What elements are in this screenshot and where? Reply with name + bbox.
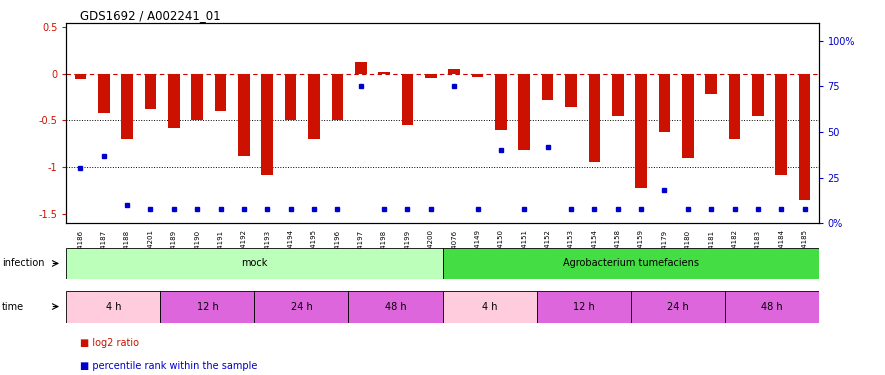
Bar bbox=[725, 291, 819, 322]
Text: 48 h: 48 h bbox=[761, 302, 782, 312]
Bar bbox=[74, 74, 86, 80]
Text: GDS1692 / A002241_01: GDS1692 / A002241_01 bbox=[80, 9, 220, 22]
Bar bbox=[191, 74, 203, 120]
Bar bbox=[98, 74, 110, 113]
Bar bbox=[542, 74, 553, 100]
Bar bbox=[799, 74, 811, 200]
Bar bbox=[66, 291, 160, 322]
Bar bbox=[66, 248, 442, 279]
Text: 24 h: 24 h bbox=[290, 302, 312, 312]
Text: infection: infection bbox=[2, 258, 44, 268]
Bar bbox=[255, 291, 349, 322]
Bar bbox=[332, 74, 343, 120]
Text: Agrobacterium tumefaciens: Agrobacterium tumefaciens bbox=[563, 258, 698, 268]
Text: 48 h: 48 h bbox=[385, 302, 406, 312]
Bar bbox=[566, 74, 577, 107]
Bar bbox=[378, 72, 390, 74]
Bar bbox=[121, 74, 133, 139]
Bar bbox=[449, 69, 460, 74]
Bar bbox=[160, 291, 255, 322]
Bar bbox=[308, 74, 319, 139]
Bar bbox=[355, 62, 366, 74]
Bar bbox=[630, 291, 725, 322]
Bar bbox=[238, 74, 250, 156]
Text: 4 h: 4 h bbox=[105, 302, 121, 312]
Bar bbox=[144, 74, 157, 109]
Bar bbox=[612, 74, 624, 116]
Bar bbox=[519, 74, 530, 150]
Bar bbox=[752, 74, 764, 116]
Bar bbox=[168, 74, 180, 128]
Text: 24 h: 24 h bbox=[666, 302, 689, 312]
Text: ■ percentile rank within the sample: ■ percentile rank within the sample bbox=[80, 361, 257, 370]
Bar bbox=[682, 74, 694, 158]
Text: time: time bbox=[2, 302, 24, 312]
Text: 4 h: 4 h bbox=[481, 302, 497, 312]
Bar bbox=[775, 74, 787, 175]
Bar bbox=[589, 74, 600, 162]
Bar bbox=[705, 74, 717, 94]
Text: 12 h: 12 h bbox=[573, 302, 595, 312]
Text: ■ log2 ratio: ■ log2 ratio bbox=[80, 338, 139, 348]
Bar bbox=[536, 291, 630, 322]
Bar bbox=[261, 74, 273, 175]
Bar bbox=[215, 74, 227, 111]
Bar bbox=[495, 74, 507, 130]
Bar bbox=[658, 74, 670, 132]
Bar bbox=[425, 74, 436, 78]
Bar bbox=[285, 74, 296, 120]
Bar bbox=[472, 74, 483, 76]
Bar bbox=[728, 74, 741, 139]
Bar bbox=[442, 291, 536, 322]
Bar bbox=[349, 291, 442, 322]
Bar bbox=[635, 74, 647, 188]
Bar bbox=[442, 248, 819, 279]
Text: 12 h: 12 h bbox=[196, 302, 219, 312]
Bar bbox=[402, 74, 413, 125]
Text: mock: mock bbox=[242, 258, 267, 268]
